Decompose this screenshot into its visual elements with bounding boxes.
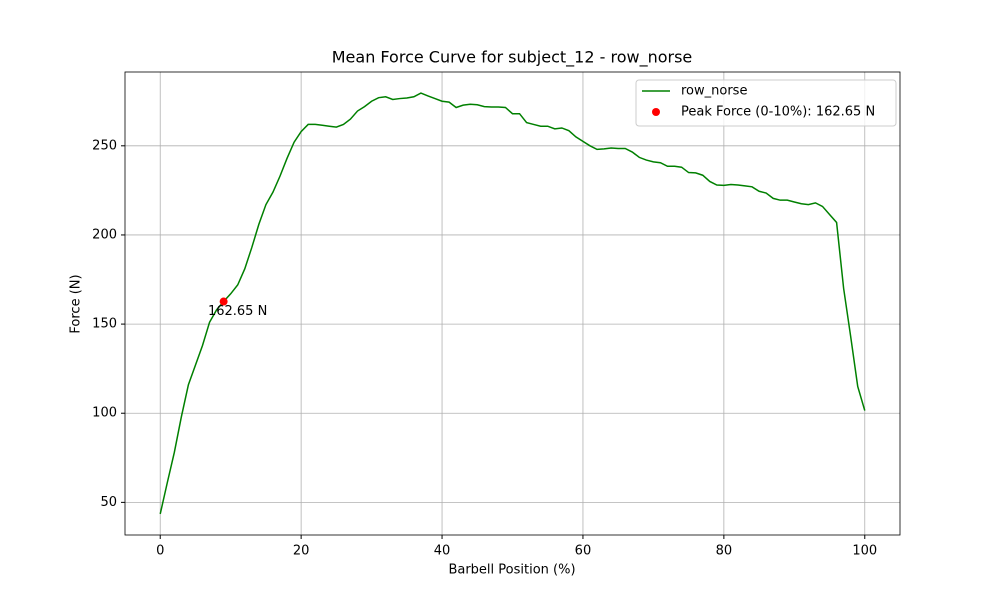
- peak-label: 162.65 N: [208, 304, 267, 319]
- legend-label: Peak Force (0-10%): 162.65 N: [681, 105, 875, 120]
- x-tick-label: 100: [852, 544, 877, 559]
- chart-title: Mean Force Curve for subject_12 - row_no…: [332, 48, 693, 68]
- x-axis-label: Barbell Position (%): [448, 563, 575, 578]
- y-tick-label: 250: [92, 138, 117, 153]
- y-tick-label: 100: [92, 406, 117, 421]
- plot-frame: [124, 71, 901, 536]
- y-tick-label: 150: [92, 317, 117, 332]
- x-tick-label: 0: [156, 544, 164, 559]
- peak-point: [219, 297, 228, 306]
- x-tick-label: 60: [575, 544, 592, 559]
- x-tick-label: 40: [434, 544, 451, 559]
- legend-swatch: [652, 108, 660, 116]
- x-tick-label: 80: [716, 544, 733, 559]
- legend-label: row_norse: [681, 84, 747, 99]
- force-line: [159, 92, 866, 515]
- y-tick-label: 50: [100, 495, 117, 510]
- y-tick-label: 200: [92, 227, 117, 242]
- legend-box: [635, 79, 897, 127]
- y-axis-label: Force (N): [69, 274, 84, 333]
- x-tick-label: 20: [293, 544, 310, 559]
